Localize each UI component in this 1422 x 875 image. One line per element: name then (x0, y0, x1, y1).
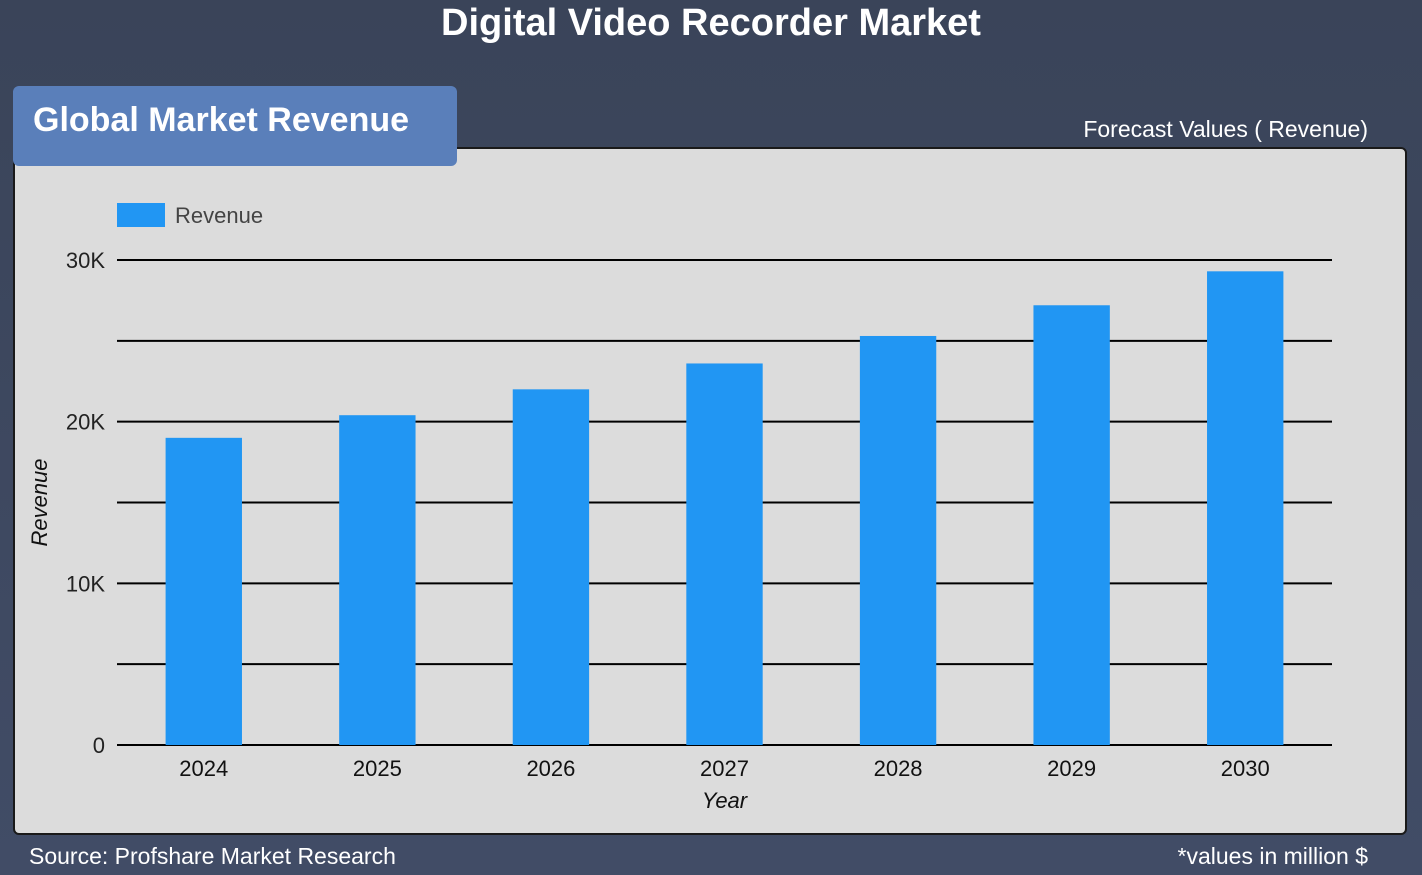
units-note: *values in million $ (1177, 843, 1368, 869)
x-tick-label: 2027 (700, 756, 749, 781)
legend-label: Revenue (175, 203, 263, 228)
revenue-chart: 0 10K 20K 30K 2024 2025 2026 2027 2028 2029 2030 Ye… (27, 203, 1332, 813)
x-axis-title: Year (702, 788, 749, 813)
source-text: Source: Profshare Market Research (29, 843, 396, 869)
x-tick-label: 2030 (1221, 756, 1270, 781)
y-tick-label: 20K (66, 410, 105, 435)
bar-2029 (1033, 305, 1110, 745)
y-axis-title: Revenue (27, 458, 52, 546)
page-title: Digital Video Recorder Market (441, 2, 981, 44)
legend-swatch (117, 203, 165, 227)
bar-2024 (165, 437, 242, 745)
bar-2028 (859, 335, 937, 745)
bar-2030 (1207, 271, 1284, 745)
section-badge: Global Market Revenue (13, 86, 457, 166)
x-tick-label: 2028 (874, 756, 923, 781)
bar-2027 (686, 363, 763, 745)
x-tick-label: 2025 (353, 756, 402, 781)
x-tick-label: 2024 (179, 756, 228, 781)
x-tick-label: 2026 (526, 756, 575, 781)
bar-2025 (339, 415, 416, 745)
y-tick-label: 10K (66, 571, 105, 596)
bar-2026 (512, 389, 590, 745)
chart-panel: 0 10K 20K 30K 2024 2025 2026 2027 2028 2029 2030 Ye… (13, 147, 1407, 835)
forecast-label: Forecast Values ( Revenue) (1083, 116, 1368, 142)
y-tick-label: 30K (66, 248, 105, 273)
x-tick-label: 2029 (1047, 756, 1096, 781)
y-tick-label: 0 (93, 733, 105, 758)
